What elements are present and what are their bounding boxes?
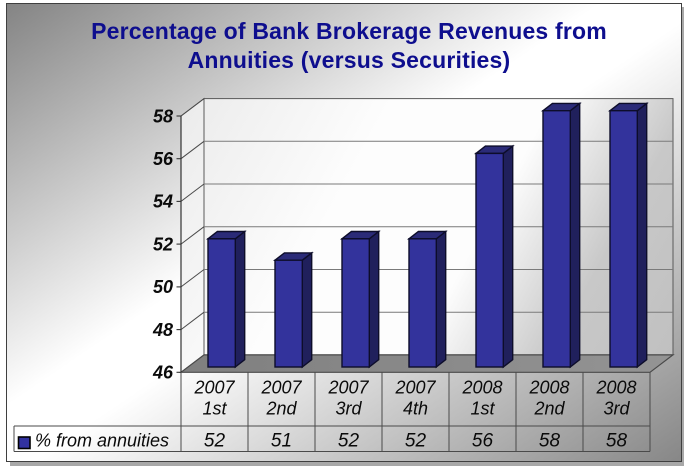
svg-text:58: 58 — [606, 430, 628, 451]
svg-text:4th: 4th — [403, 399, 428, 419]
svg-text:50: 50 — [153, 277, 173, 297]
svg-text:48: 48 — [152, 320, 173, 340]
svg-text:1st: 1st — [470, 399, 495, 419]
svg-text:46: 46 — [152, 363, 174, 383]
svg-text:2nd: 2nd — [265, 399, 297, 419]
svg-text:56: 56 — [153, 149, 174, 169]
svg-text:1st: 1st — [202, 399, 227, 419]
svg-text:3rd: 3rd — [603, 399, 630, 419]
svg-text:58: 58 — [539, 430, 561, 451]
svg-text:3rd: 3rd — [335, 399, 362, 419]
svg-text:51: 51 — [271, 430, 292, 451]
svg-text:2008: 2008 — [461, 377, 502, 397]
svg-text:2007: 2007 — [193, 377, 235, 397]
svg-text:52: 52 — [338, 430, 360, 451]
svg-text:2008: 2008 — [595, 377, 636, 397]
svg-text:54: 54 — [153, 192, 173, 212]
svg-text:56: 56 — [472, 430, 494, 451]
svg-text:2007: 2007 — [327, 377, 369, 397]
svg-text:52: 52 — [405, 430, 427, 451]
svg-text:58: 58 — [153, 106, 173, 126]
svg-text:2007: 2007 — [394, 377, 436, 397]
svg-text:52: 52 — [204, 430, 226, 451]
svg-text:52: 52 — [153, 234, 173, 254]
svg-text:2007: 2007 — [260, 377, 302, 397]
svg-text:2008: 2008 — [528, 377, 569, 397]
svg-text:% from annuities: % from annuities — [35, 431, 169, 451]
svg-text:2nd: 2nd — [533, 399, 565, 419]
